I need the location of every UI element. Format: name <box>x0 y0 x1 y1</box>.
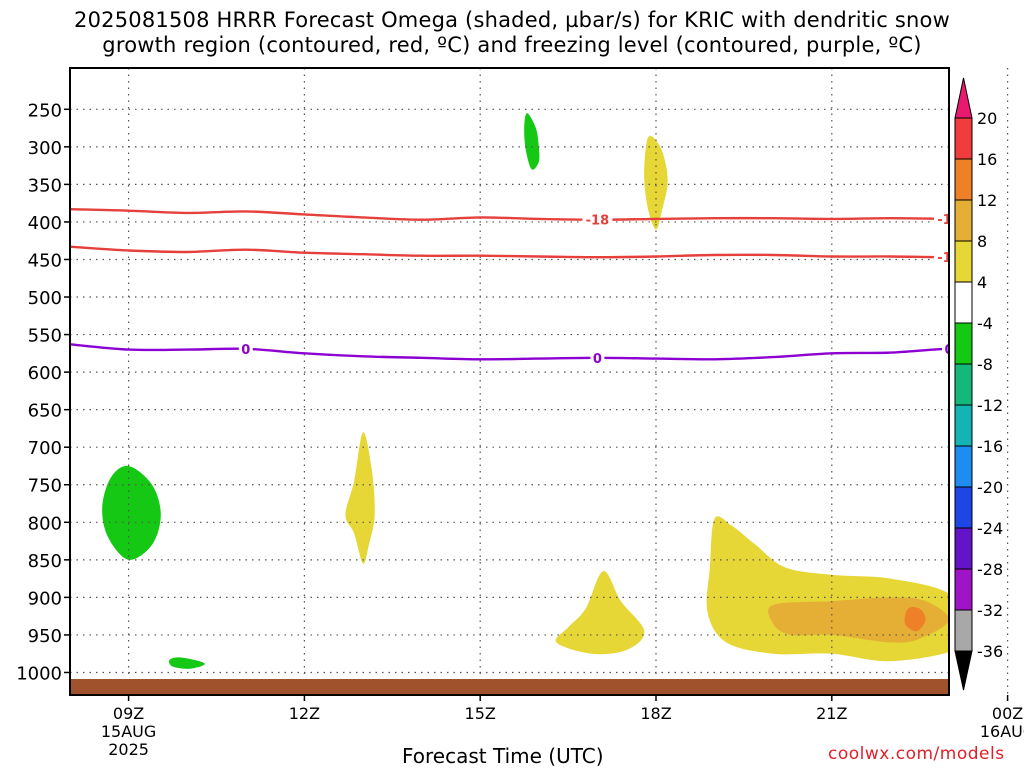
y-tick-label-800: 800 <box>28 513 62 534</box>
omega-region-6 <box>706 516 949 662</box>
colorbar-label-12: -32 <box>977 601 1003 620</box>
omega-region-3 <box>102 465 161 560</box>
x-tick-label-09Z: 09Z <box>113 704 144 723</box>
contour-line-2 <box>70 343 949 361</box>
contour-label-2-2: 0 <box>944 343 953 358</box>
colorbar-label-3: 8 <box>977 232 987 251</box>
colorbar-swatch-3 <box>954 240 973 283</box>
colorbar-swatch-4 <box>954 281 973 324</box>
x-tick-label-21Z: 21Z <box>816 704 847 723</box>
colorbar-label-7: -12 <box>977 396 1003 415</box>
contour-label-0-0: -18 <box>586 214 610 229</box>
omega-region-7 <box>768 597 949 643</box>
contour-label-bg-2-1 <box>590 349 605 366</box>
colorbar-label-5: -4 <box>977 314 993 333</box>
colorbar-swatch-9 <box>954 486 973 529</box>
y-tick-label-850: 850 <box>28 551 62 572</box>
y-tick-label-300: 300 <box>28 138 62 159</box>
contour-label-bg-0-0 <box>582 211 613 228</box>
colorbar-label-9: -20 <box>977 478 1003 497</box>
y-tick-label-900: 900 <box>28 588 62 609</box>
colorbar-swatch-11 <box>954 568 973 611</box>
credit-link[interactable]: coolwx.com/models <box>828 744 1005 764</box>
colorbar-label-0: 20 <box>977 109 997 128</box>
omega-region-8 <box>904 606 926 632</box>
contour-label-bg-0-1 <box>934 210 949 227</box>
y-tick-label-700: 700 <box>28 438 62 459</box>
colorbar-bottom-arrow <box>954 650 973 691</box>
colorbar-swatch-0 <box>954 117 973 160</box>
contour-label-2-0: 0 <box>241 343 250 358</box>
colorbar-swatch-5 <box>954 322 973 365</box>
colorbar-swatch-2 <box>954 199 973 242</box>
omega-region-2 <box>345 432 375 564</box>
chart-title-line1: 2025081508 HRRR Forecast Omega (shaded, … <box>74 8 950 32</box>
colorbar-label-6: -8 <box>977 355 993 374</box>
y-tick-label-350: 350 <box>28 175 62 196</box>
y-tick-label-400: 400 <box>28 213 62 234</box>
x-tick-label-15Z: 15Z <box>465 704 496 723</box>
colorbar-swatch-6 <box>954 363 973 406</box>
colorbar-label-4: 4 <box>977 273 987 292</box>
contour-label-bg-2-0 <box>238 340 253 357</box>
colorbar-swatch-8 <box>954 445 973 488</box>
x-tick-label-18Z: 18Z <box>640 704 671 723</box>
colorbar-label-2: 12 <box>977 191 997 210</box>
ground-band <box>70 679 949 695</box>
chart-title-line2: growth region (contoured, red, ºC) and f… <box>102 33 922 57</box>
colorbar-label-13: -36 <box>977 642 1003 661</box>
colorbar-swatch-12 <box>954 609 973 652</box>
omega-region-4 <box>168 657 205 669</box>
contour-label-bg-1-0 <box>934 249 949 266</box>
y-tick-label-500: 500 <box>28 288 62 309</box>
x-tick-date-09Z: 15AUG <box>101 722 156 741</box>
x-axis-title: Forecast Time (UTC) <box>402 744 604 768</box>
contour-label-bg-2-2 <box>942 340 949 357</box>
x-tick-label-00Z: 00Z <box>992 704 1023 723</box>
y-tick-label-950: 950 <box>28 626 62 647</box>
omega-region-1 <box>644 135 668 230</box>
colorbar-label-10: -24 <box>977 519 1003 538</box>
contour-label-2-1: 0 <box>593 352 602 367</box>
contour-label-0-1: -18 <box>937 213 961 228</box>
colorbar-label-1: 16 <box>977 150 997 169</box>
colorbar-top-arrow <box>954 77 973 119</box>
y-tick-label-450: 450 <box>28 250 62 271</box>
omega-region-5 <box>555 571 645 655</box>
plot-frame <box>69 67 950 696</box>
colorbar-label-8: -16 <box>977 437 1003 456</box>
colorbar-swatch-10 <box>954 527 973 570</box>
contour-label-1-0: -12 <box>937 251 961 266</box>
x-tick-year-09Z: 2025 <box>108 740 149 759</box>
y-tick-label-550: 550 <box>28 326 62 347</box>
omega-region-0 <box>524 113 540 170</box>
y-tick-label-1000: 1000 <box>16 663 62 684</box>
y-tick-label-750: 750 <box>28 476 62 497</box>
y-tick-label-650: 650 <box>28 401 62 422</box>
y-tick-label-600: 600 <box>28 363 62 384</box>
y-tick-label-250: 250 <box>28 100 62 121</box>
contour-line-1 <box>70 245 949 259</box>
x-tick-date-00Z: 16AUG <box>980 722 1024 741</box>
contour-line-0 <box>70 208 949 221</box>
colorbar-swatch-7 <box>954 404 973 447</box>
x-tick-label-12Z: 12Z <box>289 704 320 723</box>
colorbar-swatch-1 <box>954 158 973 201</box>
colorbar-label-11: -28 <box>977 560 1003 579</box>
